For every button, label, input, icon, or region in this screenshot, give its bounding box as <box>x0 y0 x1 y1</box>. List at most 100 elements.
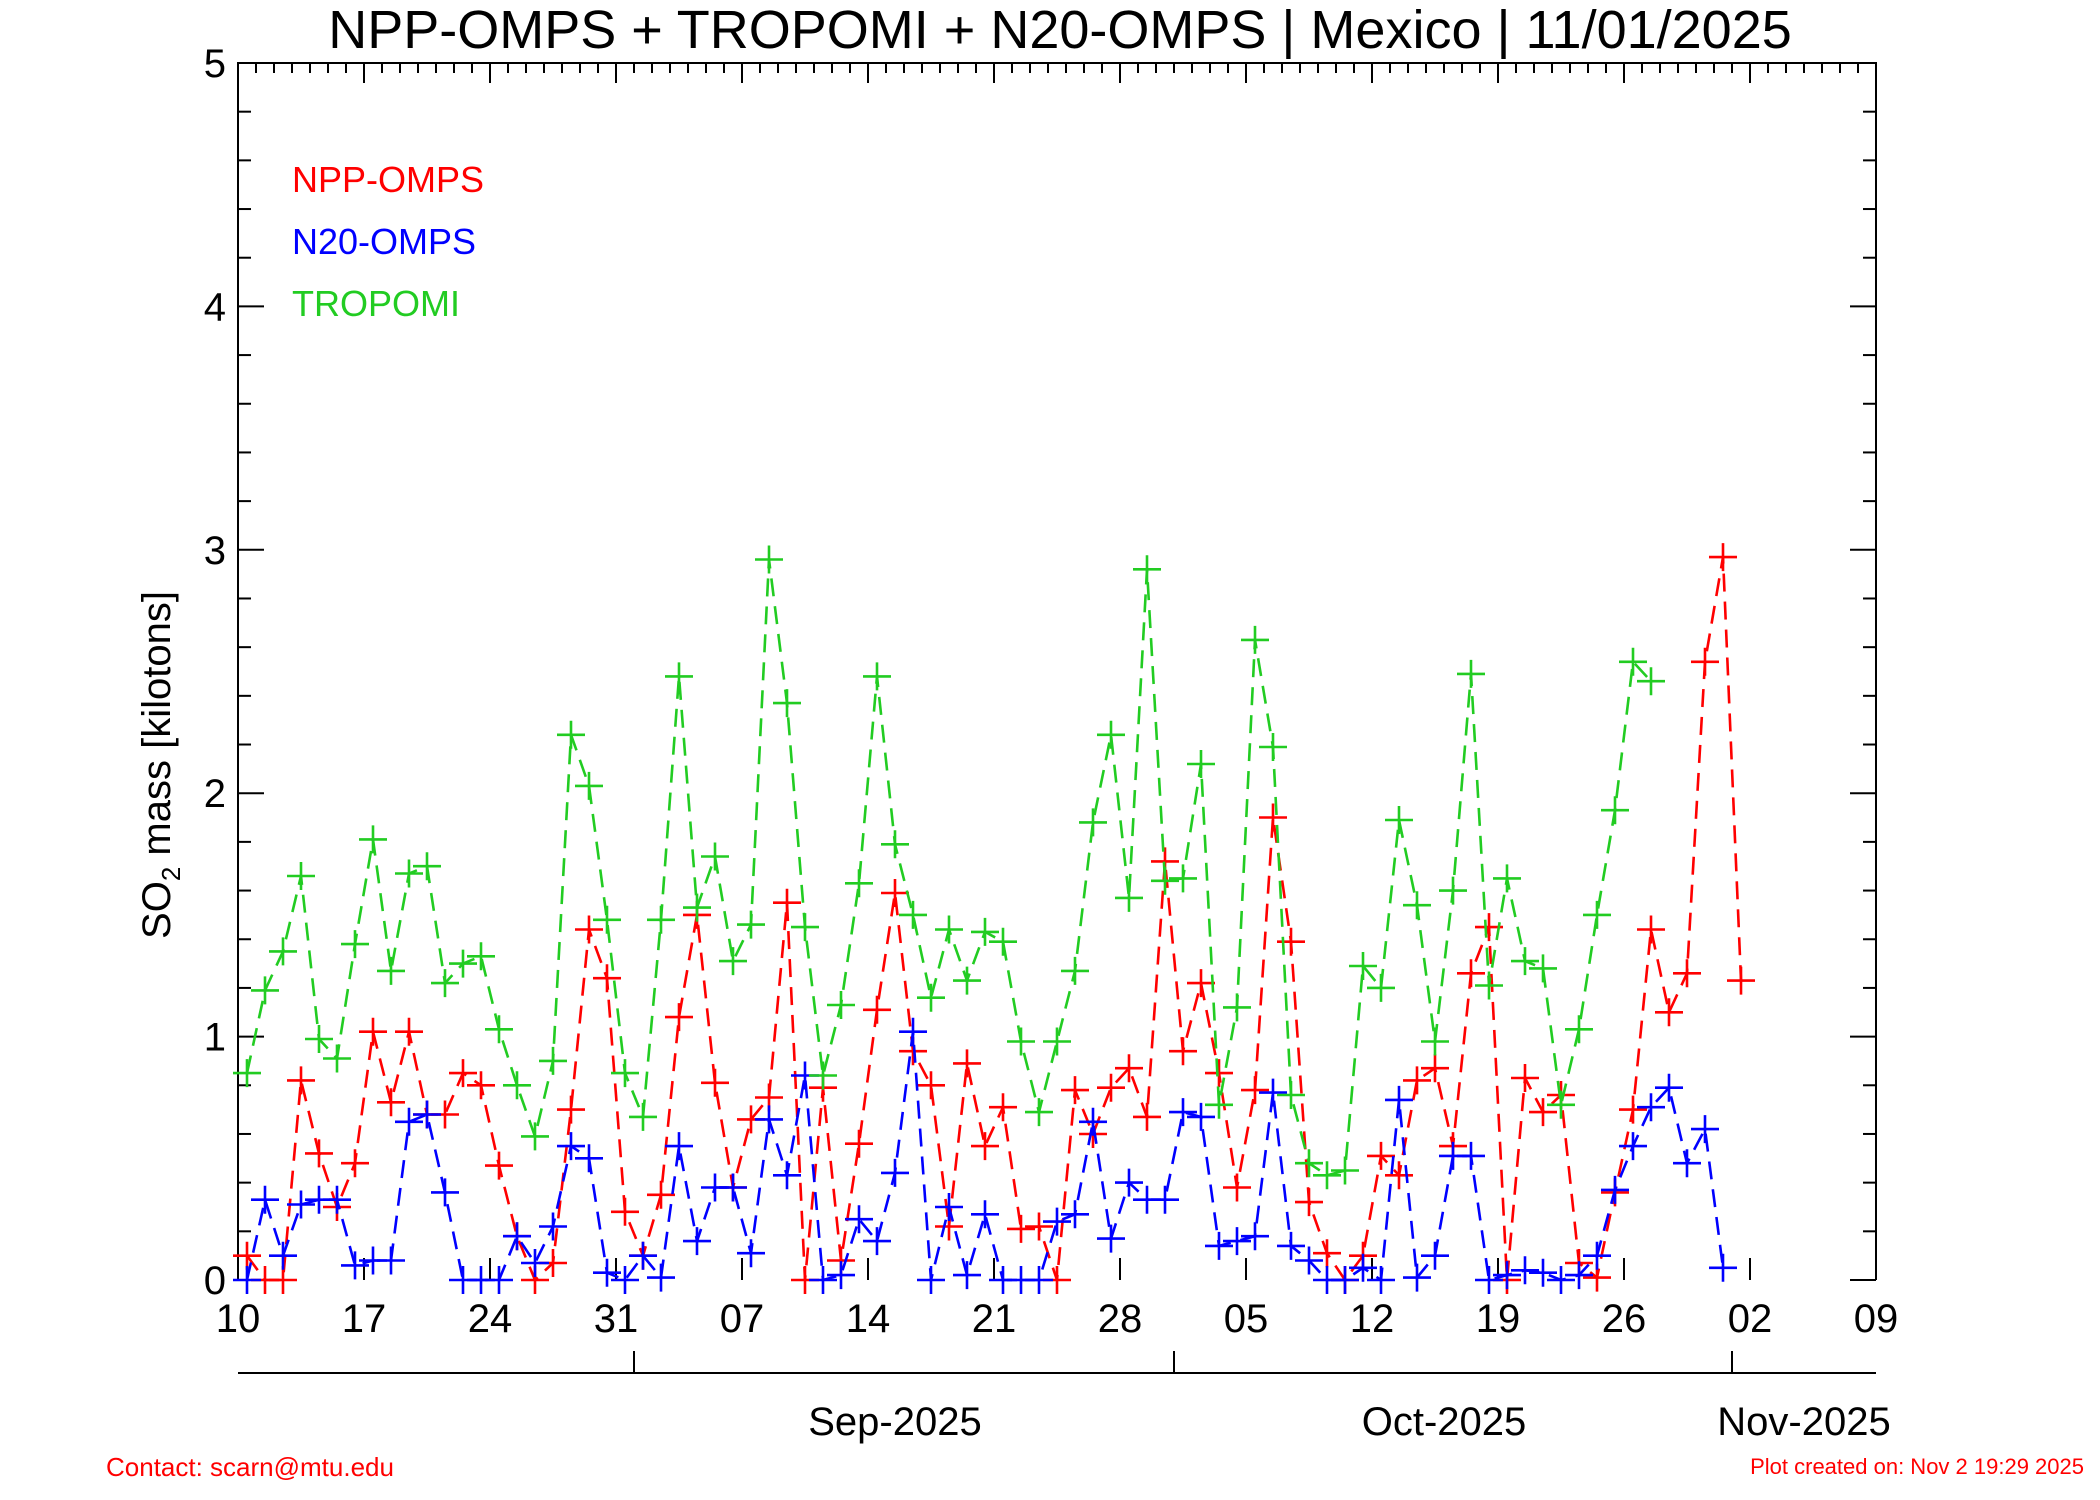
x-tick-label: 05 <box>1224 1297 1269 1341</box>
data-point-tropomi <box>1565 1015 1593 1044</box>
data-point-tropomi <box>629 1102 657 1131</box>
data-point-n20-omps <box>1187 1102 1215 1131</box>
data-point-tropomi <box>287 862 315 890</box>
data-point-tropomi <box>1187 750 1215 778</box>
data-point-n20-omps <box>647 1263 675 1292</box>
data-point-tropomi <box>1259 733 1287 761</box>
data-point-tropomi <box>1601 796 1629 825</box>
data-point-npp-omps <box>665 1003 693 1032</box>
data-point-npp-omps <box>1277 927 1305 956</box>
data-point-npp-omps <box>701 1068 729 1097</box>
data-point-npp-omps <box>467 1071 495 1100</box>
data-point-n20-omps <box>287 1190 315 1219</box>
data-point-tropomi <box>251 976 279 1005</box>
x-tick-label: 28 <box>1098 1297 1143 1341</box>
data-point-tropomi <box>557 720 585 749</box>
data-point-npp-omps <box>773 888 801 917</box>
legend-n20-omps: N20-OMPS <box>292 221 476 262</box>
x-tick-label: 21 <box>972 1297 1017 1341</box>
footer-contact: Contact: scarn@mtu.edu <box>106 1452 394 1482</box>
data-point-npp-omps <box>1313 1239 1341 1268</box>
data-point-n20-omps <box>881 1158 909 1187</box>
data-point-npp-omps <box>1709 543 1737 572</box>
data-point-npp-omps <box>1295 1188 1323 1217</box>
data-point-npp-omps <box>1727 966 1755 995</box>
data-point-tropomi <box>647 905 675 934</box>
data-point-npp-omps <box>953 1049 981 1078</box>
data-point-n20-omps <box>1331 1266 1359 1294</box>
data-point-npp-omps <box>1007 1214 1035 1243</box>
data-point-n20-omps <box>719 1173 747 1202</box>
series-layer <box>233 543 1755 1294</box>
data-point-tropomi <box>1043 1027 1071 1056</box>
data-point-tropomi <box>1097 720 1125 749</box>
x-tick-label: 10 <box>216 1297 261 1341</box>
data-point-tropomi <box>1493 864 1521 893</box>
y-tick-label: 4 <box>204 285 226 329</box>
data-point-n20-omps <box>611 1266 639 1294</box>
data-point-npp-omps <box>1655 998 1683 1027</box>
data-point-tropomi <box>881 830 909 859</box>
x-tick-label: 02 <box>1728 1297 1773 1341</box>
data-point-n20-omps <box>395 1107 423 1136</box>
data-point-tropomi <box>971 917 999 946</box>
data-point-tropomi <box>1151 866 1179 895</box>
data-point-npp-omps <box>917 1071 945 1100</box>
data-point-tropomi <box>665 662 693 691</box>
data-point-tropomi <box>1169 864 1197 893</box>
data-point-tropomi <box>305 1025 333 1053</box>
data-point-n20-omps <box>755 1105 783 1134</box>
y-axis-label-sub: 2 <box>156 867 186 881</box>
data-point-npp-omps <box>449 1059 477 1088</box>
data-point-n20-omps <box>503 1222 531 1251</box>
data-point-n20-omps <box>557 1132 585 1161</box>
data-point-tropomi <box>1583 900 1611 929</box>
data-point-n20-omps <box>1097 1224 1125 1253</box>
x-tick-label: 17 <box>342 1297 387 1341</box>
data-point-tropomi <box>1241 625 1269 654</box>
data-point-tropomi <box>1133 555 1161 584</box>
data-point-npp-omps <box>971 1132 999 1161</box>
data-point-tropomi <box>467 942 495 971</box>
data-point-tropomi <box>1223 993 1251 1022</box>
y-tick-label: 2 <box>204 772 226 816</box>
data-point-tropomi <box>1421 1027 1449 1056</box>
y-axis-label-rest: mass [kilotons] <box>135 591 179 867</box>
data-point-npp-omps <box>1133 1102 1161 1131</box>
data-point-tropomi <box>1511 947 1539 976</box>
data-point-n20-omps <box>1673 1149 1701 1178</box>
data-point-tropomi <box>1457 659 1485 688</box>
data-point-n20-omps <box>935 1193 963 1221</box>
data-point-n20-omps <box>1223 1227 1251 1256</box>
data-point-n20-omps <box>737 1239 765 1268</box>
data-point-n20-omps <box>1241 1222 1269 1251</box>
data-point-npp-omps <box>593 964 621 993</box>
data-point-tropomi <box>575 771 603 800</box>
data-point-tropomi <box>593 905 621 934</box>
data-point-npp-omps <box>1511 1064 1539 1092</box>
data-point-npp-omps <box>1223 1173 1251 1202</box>
data-point-tropomi <box>1547 1090 1575 1119</box>
data-point-npp-omps <box>1403 1066 1431 1095</box>
data-point-n20-omps <box>233 1266 261 1294</box>
data-point-tropomi <box>845 869 873 898</box>
data-point-tropomi <box>1349 952 1377 980</box>
x-axis-ticks: 10 17 24 31 07 14 21 28 05 12 19 26 02 09 <box>216 63 1898 1341</box>
y-tick-label: 0 <box>204 1259 226 1303</box>
data-point-n20-omps <box>1169 1098 1197 1127</box>
data-point-n20-omps <box>1583 1241 1611 1270</box>
data-point-n20-omps <box>1403 1263 1431 1292</box>
data-point-npp-omps <box>1115 1054 1143 1083</box>
data-point-n20-omps <box>629 1241 657 1270</box>
data-point-n20-omps <box>539 1212 567 1241</box>
data-point-n20-omps <box>1277 1231 1305 1260</box>
data-point-tropomi <box>521 1122 549 1151</box>
data-point-n20-omps <box>1493 1261 1521 1290</box>
data-point-tropomi <box>773 689 801 718</box>
data-point-npp-omps <box>485 1151 513 1180</box>
data-point-n20-omps <box>413 1100 441 1129</box>
data-point-n20-omps <box>827 1261 855 1290</box>
data-point-n20-omps <box>341 1251 369 1280</box>
data-point-tropomi <box>737 910 765 939</box>
data-point-tropomi <box>1619 647 1647 676</box>
